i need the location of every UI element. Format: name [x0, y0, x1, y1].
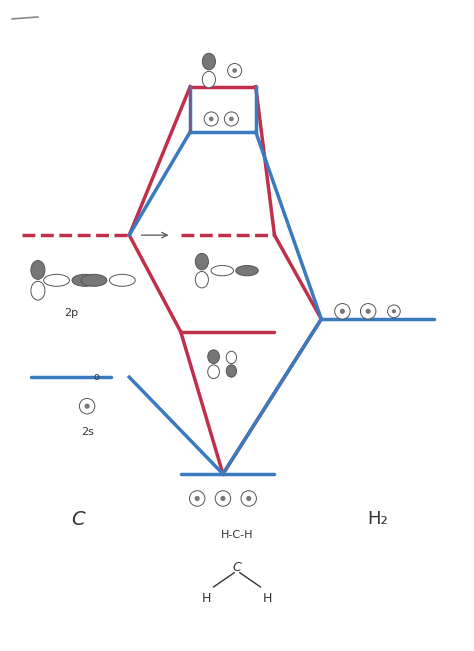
- Ellipse shape: [31, 260, 45, 279]
- Ellipse shape: [204, 112, 218, 126]
- Ellipse shape: [202, 53, 216, 70]
- Text: H₂: H₂: [367, 510, 388, 528]
- Ellipse shape: [81, 274, 107, 286]
- Ellipse shape: [236, 266, 258, 276]
- Ellipse shape: [31, 281, 45, 300]
- Ellipse shape: [224, 112, 238, 126]
- Text: H: H: [263, 592, 272, 605]
- Ellipse shape: [226, 352, 237, 364]
- Ellipse shape: [215, 491, 231, 506]
- Ellipse shape: [220, 496, 226, 501]
- Ellipse shape: [335, 303, 350, 319]
- Ellipse shape: [365, 309, 371, 314]
- Ellipse shape: [392, 309, 396, 313]
- Text: 2p: 2p: [64, 308, 78, 318]
- Ellipse shape: [72, 274, 98, 286]
- Text: H-C-H: H-C-H: [221, 531, 253, 540]
- Text: o: o: [93, 372, 100, 382]
- Text: H: H: [202, 592, 211, 605]
- Ellipse shape: [202, 72, 216, 88]
- Ellipse shape: [44, 274, 69, 286]
- Ellipse shape: [79, 398, 95, 414]
- Ellipse shape: [195, 271, 209, 288]
- Ellipse shape: [228, 64, 242, 77]
- Ellipse shape: [241, 491, 256, 506]
- Ellipse shape: [360, 303, 376, 319]
- Ellipse shape: [340, 309, 345, 314]
- Ellipse shape: [388, 305, 400, 318]
- Ellipse shape: [109, 274, 135, 286]
- Ellipse shape: [232, 68, 237, 73]
- Text: 2s: 2s: [81, 427, 93, 437]
- Ellipse shape: [208, 350, 219, 363]
- Ellipse shape: [246, 496, 251, 501]
- Ellipse shape: [226, 365, 237, 377]
- Ellipse shape: [209, 117, 214, 121]
- Text: C: C: [71, 510, 84, 529]
- Ellipse shape: [190, 491, 205, 506]
- Text: C: C: [233, 561, 241, 574]
- Ellipse shape: [211, 266, 234, 276]
- Ellipse shape: [208, 365, 219, 379]
- Ellipse shape: [195, 253, 209, 270]
- Ellipse shape: [229, 117, 234, 121]
- Ellipse shape: [195, 496, 200, 501]
- Ellipse shape: [84, 404, 90, 409]
